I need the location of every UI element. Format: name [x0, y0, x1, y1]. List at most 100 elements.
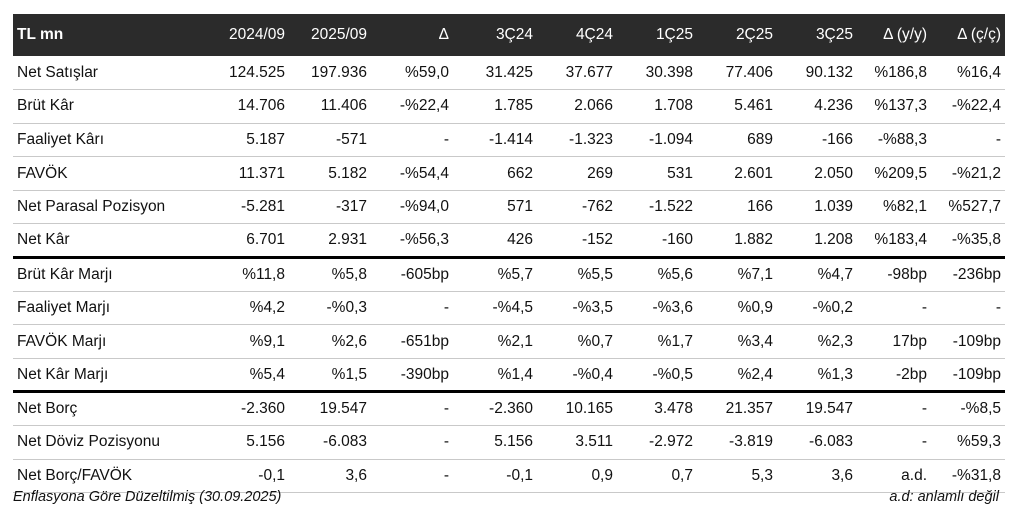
table-cell: -1.323	[537, 123, 617, 158]
row-label: Net Kâr	[13, 223, 199, 260]
table-cell: 10.165	[537, 391, 617, 427]
table-cell: -%3,5	[537, 291, 617, 326]
table-row: Net Satışlar 124.525 197.936 %59,0 31.425 37.…	[13, 56, 1005, 91]
table-cell: 5.156	[453, 425, 537, 460]
header-cell: 3Ç24	[495, 26, 533, 43]
table-cell: -%0,3	[289, 291, 371, 326]
header-cell-label: TL mn	[17, 26, 64, 43]
table-cell: -%3,6	[617, 291, 697, 326]
table-cell: -2.360	[199, 391, 289, 427]
table-cell: -	[931, 291, 1005, 326]
table-row: FAVÖK 11.371 5.182 -%54,4 662 269 531 2.601 2.05…	[13, 156, 1005, 191]
table-row: Faaliyet Kârı 5.187 -571- -1.414 -1.323 -1.09…	[13, 123, 1005, 158]
table-cell: 1.882	[697, 223, 777, 260]
table-cell: 77.406	[697, 56, 777, 91]
header-cell: 2025/09	[310, 26, 367, 43]
table-cell: -2.972	[617, 425, 697, 460]
table-cell: 2.066	[537, 89, 617, 124]
row-label: Net Borç/FAVÖK	[13, 459, 199, 494]
header-cell: Δ (ç/ç)	[957, 26, 1001, 43]
table-cell: 531	[617, 156, 697, 191]
table-header-row: TL mn 2024/09 2025/09 Δ 3Ç24 4Ç24 1Ç25 2Ç25 3Ç25…	[13, 14, 1005, 56]
table-cell: %82,1	[857, 190, 931, 225]
row-label: Brüt Kâr Marjı	[13, 257, 199, 292]
table-cell: 19.547	[289, 391, 371, 427]
table-cell: -3.819	[697, 425, 777, 460]
row-label: FAVÖK Marjı	[13, 324, 199, 359]
table-row: Net Kâr Marjı %5,4 %1,5 -390bp %1,4 -%0,4 -%0,…	[13, 358, 1005, 394]
table-cell: %137,3	[857, 89, 931, 124]
table-cell: 166	[697, 190, 777, 225]
table-cell: -6.083	[289, 425, 371, 460]
table-cell: %5,5	[537, 257, 617, 292]
row-label: Net Kâr Marjı	[13, 358, 199, 394]
table-cell: -%35,8	[931, 223, 1005, 260]
table-cell: %1,7	[617, 324, 697, 359]
table-cell: -%88,3	[857, 123, 931, 158]
table-cell: -1.522	[617, 190, 697, 225]
table-cell: -	[371, 425, 453, 460]
table-cell: 90.132	[777, 56, 857, 91]
table-cell: -6.083	[777, 425, 857, 460]
table-cell: %59,0	[371, 56, 453, 91]
table-cell: 14.706	[199, 89, 289, 124]
header-cell: 3Ç25	[815, 26, 853, 43]
table-cell: -605bp	[371, 257, 453, 292]
header-cell: 4Ç24	[575, 26, 613, 43]
table-cell: %4,2	[199, 291, 289, 326]
table-cell: -%22,4	[931, 89, 1005, 124]
table-cell: 3,6	[289, 459, 371, 494]
table-cell: %2,6	[289, 324, 371, 359]
table-cell: -152	[537, 223, 617, 260]
row-label: Net Borç	[13, 391, 199, 427]
table-cell: -571	[289, 123, 371, 158]
table-cell: %2,3	[777, 324, 857, 359]
table-cell: -1.414	[453, 123, 537, 158]
table-cell: -	[371, 459, 453, 494]
financial-summary-table: TL mn 2024/09 2025/09 Δ 3Ç24 4Ç24 1Ç25 2Ç25 3Ç25…	[13, 14, 1005, 494]
table-cell: 37.677	[537, 56, 617, 91]
table-body: Net Satışlar 124.525 197.936 %59,0 31.425 37.…	[13, 56, 1005, 494]
table-cell: %2,4	[697, 358, 777, 394]
table-row: Faaliyet Marjı %4,2 -%0,3- -%4,5 -%3,5 -%3,6%…	[13, 291, 1005, 326]
row-label: Net Döviz Pozisyonu	[13, 425, 199, 460]
table-cell: -5.281	[199, 190, 289, 225]
table-cell: %0,7	[537, 324, 617, 359]
table-cell: -98bp	[857, 257, 931, 292]
table-cell: -	[371, 391, 453, 427]
table-cell: 3,6	[777, 459, 857, 494]
table-cell: 17bp	[857, 324, 931, 359]
table-cell: 1.039	[777, 190, 857, 225]
table-cell: -160	[617, 223, 697, 260]
table-cell: -390bp	[371, 358, 453, 394]
table-row: Brüt Kâr 14.706 11.406 -%22,4 1.785 2.066 1.70…	[13, 89, 1005, 124]
table-cell: -%31,8	[931, 459, 1005, 494]
table-cell: -2bp	[857, 358, 931, 394]
table-cell: 11.406	[289, 89, 371, 124]
row-label: Faaliyet Marjı	[13, 291, 199, 326]
table-cell: 21.357	[697, 391, 777, 427]
table-cell: 124.525	[199, 56, 289, 91]
table-cell: 6.701	[199, 223, 289, 260]
table-cell: %1,5	[289, 358, 371, 394]
table-cell: -	[857, 425, 931, 460]
table-cell: %11,8	[199, 257, 289, 292]
table-footer: Enflasyona Göre Düzeltilmiş (30.09.2025)…	[13, 489, 999, 505]
table-cell: -236bp	[931, 257, 1005, 292]
table-cell: 1.708	[617, 89, 697, 124]
table-cell: %0,9	[697, 291, 777, 326]
table-cell: -109bp	[931, 358, 1005, 394]
table-cell: %59,3	[931, 425, 1005, 460]
row-label: Net Satışlar	[13, 56, 199, 91]
table-cell: %2,1	[453, 324, 537, 359]
table-cell: 0,7	[617, 459, 697, 494]
table-cell: a.d.	[857, 459, 931, 494]
table-cell: -2.360	[453, 391, 537, 427]
table-row: Net Kâr 6.701 2.931 -%56,3 426 -152 -160 1.882 1…	[13, 223, 1005, 260]
row-label: Net Parasal Pozisyon	[13, 190, 199, 225]
table-cell: %1,3	[777, 358, 857, 394]
table-row: Net Borç -2.360 19.547- -2.360 10.165 3.478 21…	[13, 391, 1005, 427]
table-cell: 197.936	[289, 56, 371, 91]
header-cell: 2Ç25	[735, 26, 773, 43]
table-cell: 3.478	[617, 391, 697, 427]
